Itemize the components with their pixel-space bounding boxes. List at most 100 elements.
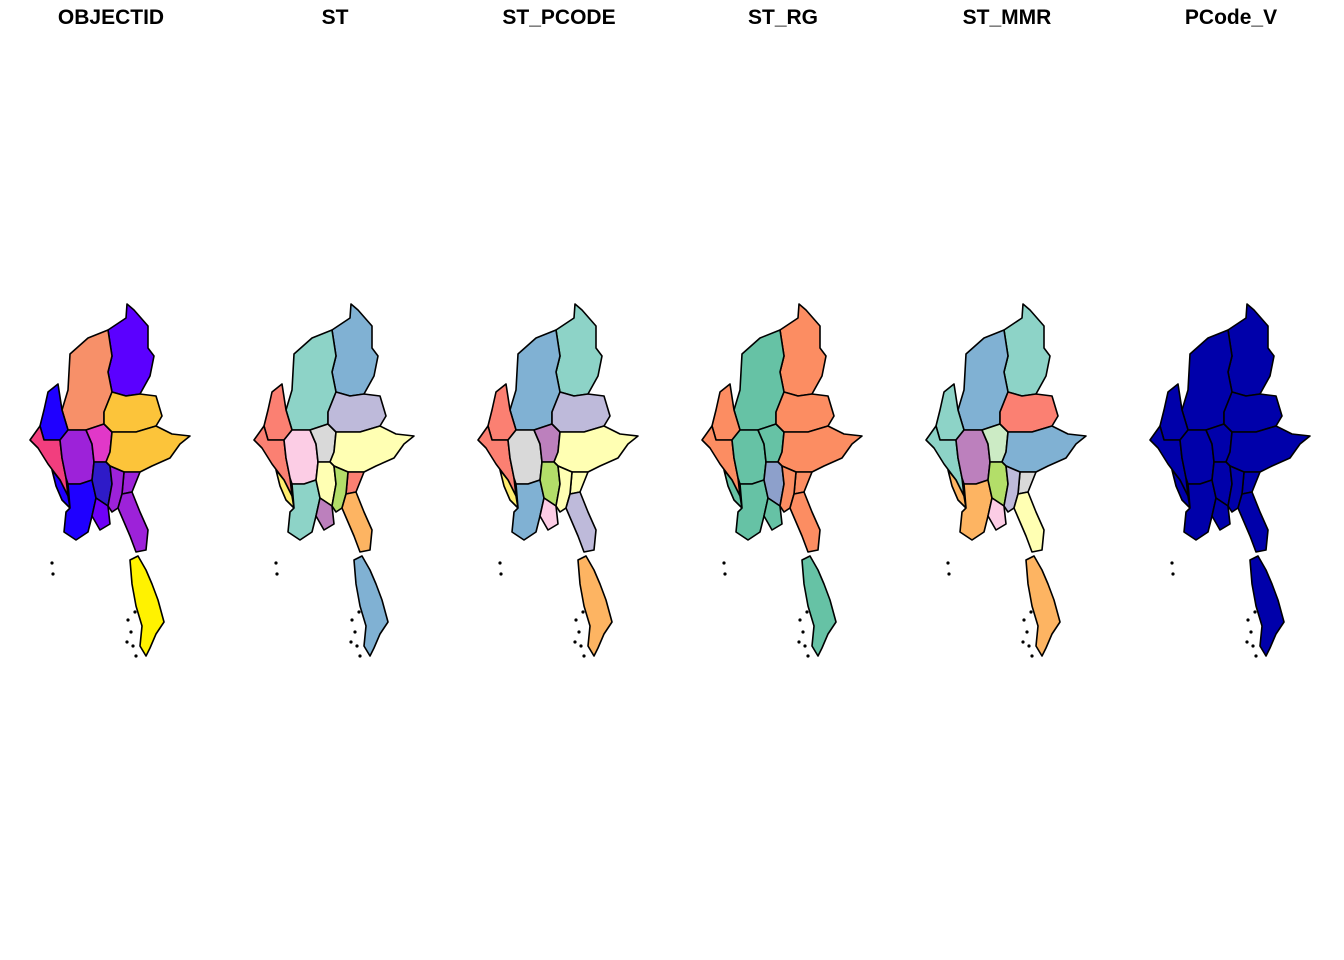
region-kayah: [121, 471, 141, 495]
island-dot: [577, 630, 581, 634]
island-dot: [1253, 610, 1257, 614]
region-southeast: [105, 425, 191, 473]
region-southeast: [1001, 425, 1087, 473]
region-mon: [565, 491, 597, 553]
region-east: [103, 391, 163, 433]
island-dot: [1025, 630, 1029, 634]
region-tanintharyi: [353, 555, 389, 657]
island-dot: [797, 640, 801, 644]
region-delta: [1183, 479, 1217, 541]
island-dot: [357, 610, 361, 614]
region-tanintharyi: [577, 555, 613, 657]
island-dot: [126, 618, 130, 622]
panel-title: PCode_V: [1185, 6, 1277, 29]
region-delta: [511, 479, 545, 541]
region-kayah: [345, 471, 365, 495]
region-yangon: [987, 497, 1007, 531]
island-dot: [723, 572, 727, 576]
island-dot: [1251, 644, 1255, 648]
island-dot: [274, 561, 278, 565]
island-dot: [1171, 572, 1175, 576]
island-dot: [805, 610, 809, 614]
region-tanintharyi: [129, 555, 165, 657]
region-mon: [117, 491, 149, 553]
region-north: [331, 303, 379, 397]
island-dot: [581, 610, 585, 614]
island-dot: [125, 640, 129, 644]
island-dot: [946, 561, 950, 565]
region-north: [555, 303, 603, 397]
region-east: [551, 391, 611, 433]
region-delta: [63, 479, 97, 541]
island-dot: [1254, 654, 1258, 658]
island-dot: [801, 630, 805, 634]
region-tanintharyi: [1025, 555, 1061, 657]
map-panel-st-mmr: ST_MMR: [925, 6, 1087, 658]
island-dot: [1021, 640, 1025, 644]
island-dot: [353, 630, 357, 634]
island-dot: [582, 654, 586, 658]
region-yangon: [539, 497, 559, 531]
island-dot: [1245, 640, 1249, 644]
panel-title: ST_RG: [748, 6, 818, 29]
region-delta: [287, 479, 321, 541]
island-dot: [134, 654, 138, 658]
panel-title: OBJECTID: [58, 6, 164, 29]
region-southeast: [1225, 425, 1311, 473]
map-panel-st-pcode: ST_PCODE: [477, 6, 639, 658]
region-kayah: [569, 471, 589, 495]
island-dot: [806, 654, 810, 658]
region-kayah: [1017, 471, 1037, 495]
island-dot: [349, 640, 353, 644]
island-dot: [1249, 630, 1253, 634]
region-mon: [1013, 491, 1045, 553]
map-panel-st: ST: [253, 6, 415, 658]
island-dot: [1029, 610, 1033, 614]
island-dot: [573, 640, 577, 644]
island-dot: [1170, 561, 1174, 565]
map-panel-st-rg: ST_RG: [701, 6, 863, 658]
island-dot: [803, 644, 807, 648]
island-dot: [1027, 644, 1031, 648]
region-yangon: [763, 497, 783, 531]
island-dot: [358, 654, 362, 658]
island-dot: [722, 561, 726, 565]
island-dot: [947, 572, 951, 576]
island-dot: [1022, 618, 1026, 622]
region-southeast: [553, 425, 639, 473]
island-dot: [129, 630, 133, 634]
panel-title: ST_PCODE: [502, 6, 615, 29]
island-dot: [133, 610, 137, 614]
island-dot: [798, 618, 802, 622]
island-dot: [131, 644, 135, 648]
island-dot: [1030, 654, 1034, 658]
region-yangon: [1211, 497, 1231, 531]
region-east: [1223, 391, 1283, 433]
region-delta: [735, 479, 769, 541]
island-dot: [350, 618, 354, 622]
island-dot: [355, 644, 359, 648]
region-mon: [1237, 491, 1269, 553]
region-southeast: [329, 425, 415, 473]
region-southeast: [777, 425, 863, 473]
region-yangon: [315, 497, 335, 531]
region-kayah: [793, 471, 813, 495]
region-mon: [789, 491, 821, 553]
region-tanintharyi: [1249, 555, 1285, 657]
map-panel-pcode-v: PCode_V: [1149, 6, 1311, 658]
region-north: [107, 303, 155, 397]
island-dot: [51, 572, 55, 576]
island-dot: [1246, 618, 1250, 622]
region-north: [1227, 303, 1275, 397]
island-dot: [579, 644, 583, 648]
panel-title: ST_MMR: [963, 6, 1052, 29]
region-kayah: [1241, 471, 1261, 495]
island-dot: [499, 572, 503, 576]
region-tanintharyi: [801, 555, 837, 657]
map-panels: OBJECTID ST ST_PCODE ST_RG ST_MMR PCode_V: [29, 6, 1311, 658]
island-dot: [50, 561, 54, 565]
region-east: [775, 391, 835, 433]
region-north: [779, 303, 827, 397]
region-east: [327, 391, 387, 433]
